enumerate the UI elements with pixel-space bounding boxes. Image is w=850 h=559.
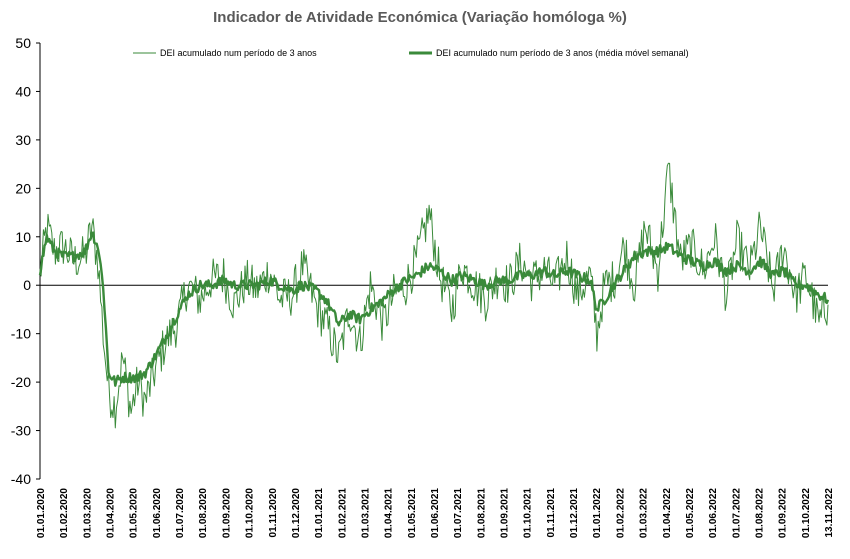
x-tick-label: 01.11.2021 (546, 488, 557, 538)
x-tick-label: 01.10.2020 (245, 488, 256, 538)
x-tick-label: 01.05.2022 (685, 488, 696, 538)
y-tick-label: -40 (11, 471, 31, 487)
y-axis: 50 40 30 20 10 0 -10 -20 -30 -40 (11, 35, 40, 487)
x-tick-label: 01.06.2022 (708, 488, 719, 538)
x-tick-label: 01.11.2020 (268, 488, 279, 538)
legend-label-daily: DEI acumulado num período de 3 anos (160, 48, 317, 58)
x-axis: 01.01.2020 01.02.2020 01.03.2020 01.04.2020… (36, 488, 835, 538)
x-tick-label: 01.07.2022 (731, 488, 742, 538)
x-tick-label: 01.08.2020 (198, 488, 209, 538)
x-tick-label: 01.09.2021 (500, 488, 511, 538)
y-tick-label: 30 (15, 132, 31, 148)
x-tick-label: 01.08.2021 (476, 488, 487, 538)
x-tick-label: 01.09.2022 (778, 488, 789, 538)
series-line-moving-average (38, 231, 830, 387)
x-tick-label: 01.04.2020 (106, 488, 117, 538)
series-line-daily (39, 162, 829, 429)
x-tick-label: 01.03.2020 (82, 488, 93, 538)
y-tick-label: -20 (11, 374, 31, 390)
x-tick-label: 01.08.2022 (754, 488, 765, 538)
series-layer (38, 162, 830, 429)
x-tick-label: 01.05.2021 (407, 488, 418, 538)
x-tick-label: 01.10.2021 (523, 488, 534, 538)
x-tick-label: 01.05.2020 (129, 488, 140, 538)
y-tick-label: 50 (15, 35, 31, 51)
x-tick-label: 01.07.2020 (175, 488, 186, 538)
x-tick-label: 01.10.2022 (801, 488, 812, 538)
legend-label-moving-average: DEI acumulado num período de 3 anos (méd… (436, 48, 689, 58)
x-tick-label: 01.02.2021 (337, 488, 348, 538)
y-tick-label: 10 (15, 229, 31, 245)
y-tick-label: 0 (23, 277, 31, 293)
x-tick-label: 01.06.2020 (152, 488, 163, 538)
y-tick-label: 20 (15, 180, 31, 196)
x-tick-label: 01.07.2021 (453, 488, 464, 538)
x-tick-label: 01.04.2022 (662, 488, 673, 538)
x-tick-label: 01.12.2020 (291, 488, 302, 538)
y-tick-label: -10 (11, 326, 31, 342)
x-tick-label: 01.02.2020 (59, 488, 70, 538)
x-tick-label: 01.06.2021 (430, 488, 441, 538)
y-tick-label: -30 (11, 423, 31, 439)
x-tick-label: 01.09.2020 (221, 488, 232, 538)
x-tick-label: 01.04.2021 (384, 488, 395, 538)
chart-title: Indicador de Atividade Económica (Variaç… (213, 9, 627, 26)
x-tick-label: 01.03.2021 (360, 488, 371, 538)
x-tick-label: 01.01.2022 (592, 488, 603, 538)
x-tick-label: 13.11.2022 (824, 488, 835, 538)
x-tick-label: 01.12.2021 (569, 488, 580, 538)
y-tick-label: 40 (15, 83, 31, 99)
x-tick-label: 01.01.2021 (314, 488, 325, 538)
x-tick-label: 01.03.2022 (639, 488, 650, 538)
x-tick-label: 01.02.2022 (615, 488, 626, 538)
x-tick-label: 01.01.2020 (36, 488, 47, 538)
legend: DEI acumulado num período de 3 anos DEI … (133, 48, 689, 58)
